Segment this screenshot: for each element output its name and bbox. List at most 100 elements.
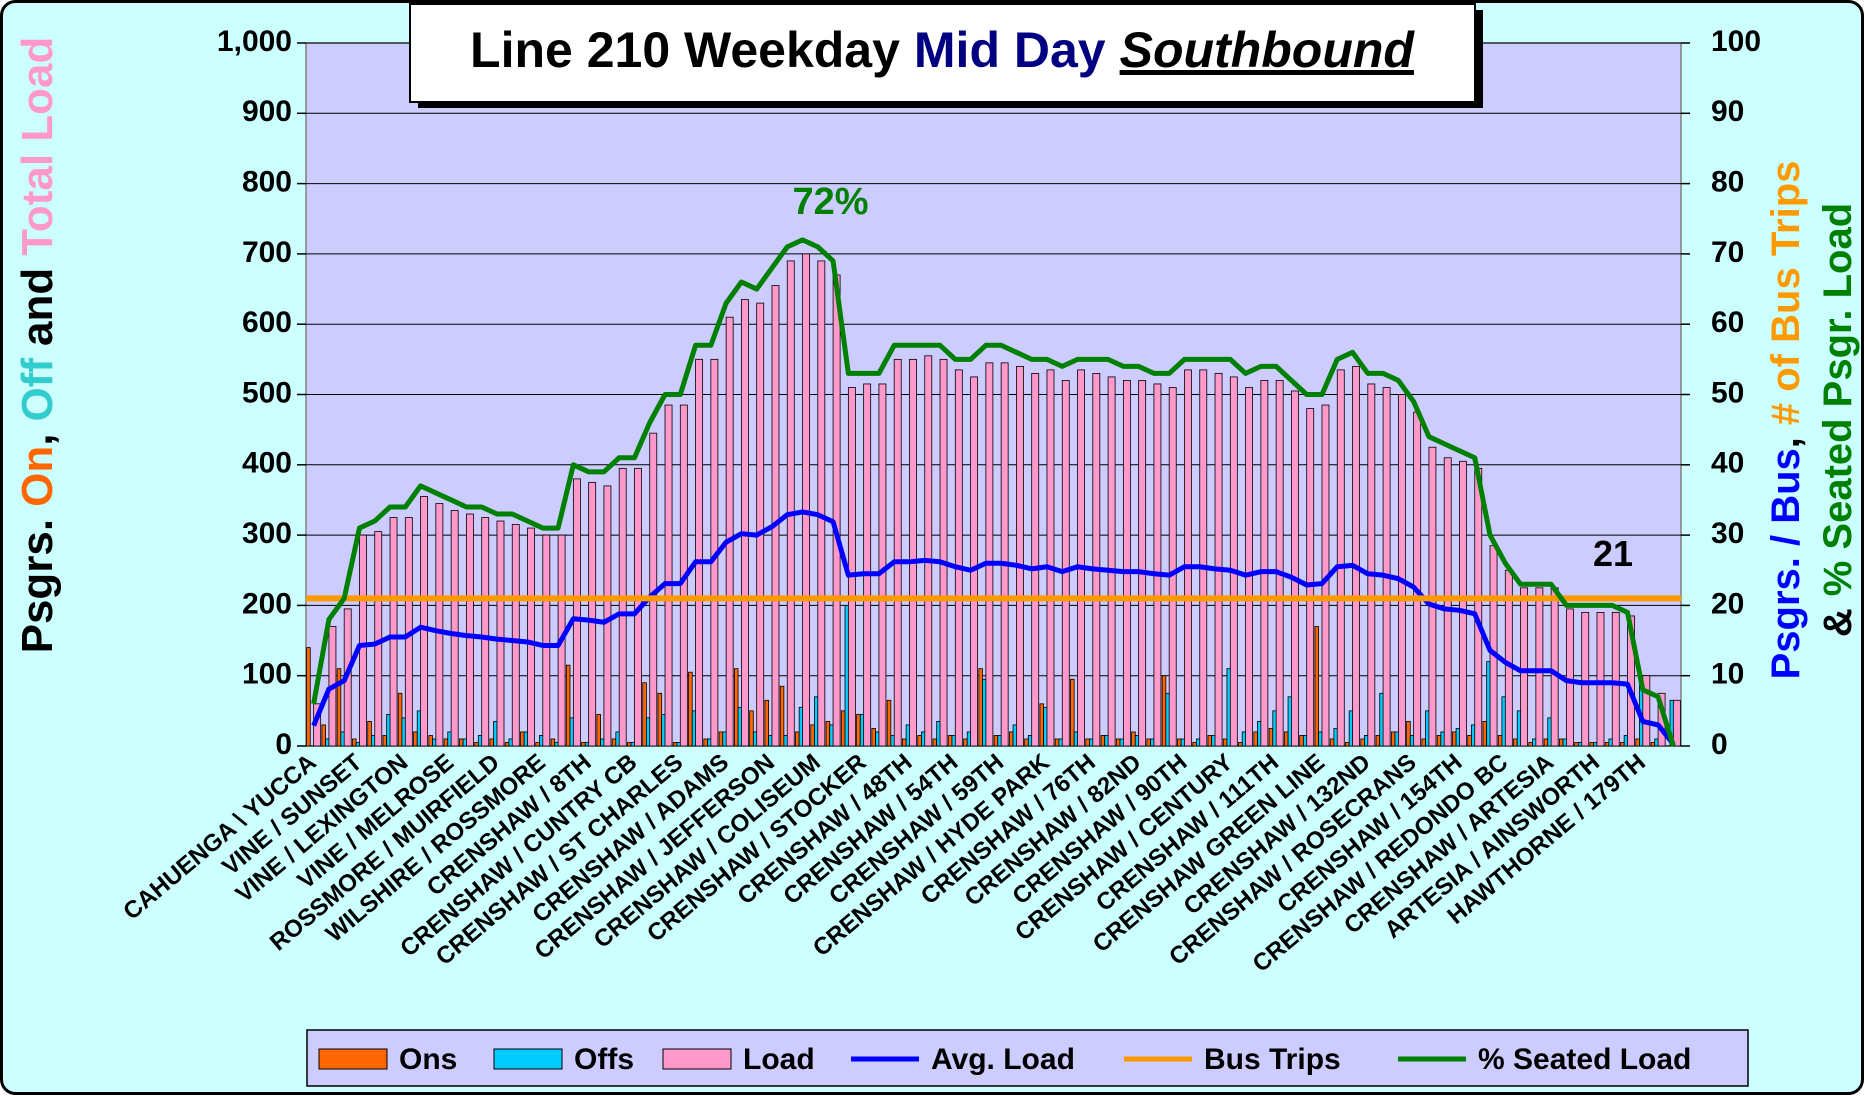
bar (1138, 380, 1147, 747)
y2-tick-label: 60 (1711, 306, 1744, 339)
legend-label: Load (743, 1043, 815, 1076)
legend-label: Offs (574, 1043, 634, 1076)
y2-axis-label: & % Seated Psgr. Load (1816, 203, 1860, 637)
bar (1122, 380, 1131, 747)
bar (603, 485, 612, 747)
bar (596, 713, 601, 747)
y-tick-label: 400 (242, 447, 292, 480)
bar (1306, 408, 1315, 747)
bar (1054, 738, 1060, 747)
bar (1031, 373, 1040, 747)
bar (963, 738, 968, 747)
bar (466, 513, 474, 747)
bar (1520, 587, 1529, 747)
bar (389, 517, 398, 747)
bar (1146, 738, 1151, 747)
bar (336, 668, 342, 747)
bar (1131, 731, 1136, 747)
bar (1452, 731, 1457, 747)
bar (1268, 728, 1274, 747)
data-label: 21 (1593, 533, 1633, 574)
title-part: Southbound (1120, 22, 1416, 78)
bar (978, 668, 983, 747)
bar (1283, 731, 1289, 747)
bar (1024, 738, 1029, 747)
y-tick-label: 300 (242, 517, 292, 550)
bar (581, 742, 586, 747)
legend-swatch (662, 1048, 732, 1070)
bar (413, 731, 418, 747)
bar (688, 671, 693, 747)
y-tick-label: 100 (242, 658, 292, 691)
label-part: Psgrs. (13, 519, 62, 654)
bar (672, 742, 678, 747)
line (311, 509, 1676, 746)
bar (924, 355, 933, 747)
bar (863, 383, 872, 747)
bar (985, 362, 994, 747)
bar (618, 467, 627, 747)
bar (1061, 380, 1070, 747)
label-part: Total Load (13, 37, 62, 256)
bar (756, 302, 765, 747)
bar (1092, 373, 1101, 747)
bar (1459, 460, 1467, 747)
bar (1008, 731, 1014, 747)
y2-tick-label: 40 (1711, 447, 1744, 480)
bar (1672, 699, 1681, 747)
bar (1550, 587, 1559, 747)
bar (1611, 612, 1620, 747)
label-part: and (13, 268, 62, 346)
label-part: # of Bus Trips (1764, 161, 1808, 426)
bar (657, 692, 663, 747)
bar (825, 720, 831, 747)
y2-tick-label: 50 (1711, 376, 1744, 409)
bar (1291, 390, 1299, 747)
bar (1168, 387, 1177, 747)
bar (954, 369, 963, 747)
bar (1046, 369, 1055, 747)
bar (764, 699, 770, 747)
bar (1192, 742, 1197, 747)
bar (1528, 742, 1533, 747)
bar (832, 274, 841, 747)
bar (1406, 720, 1411, 747)
bar (1253, 731, 1258, 747)
bar (932, 738, 938, 747)
bar (1558, 738, 1564, 747)
y2-axis-label: Psgrs. / Bus, # of Bus Trips (1764, 161, 1808, 680)
bar (1390, 731, 1396, 747)
y2-tick-label: 80 (1711, 166, 1744, 199)
bar (504, 742, 510, 747)
bar (627, 742, 632, 747)
bar (420, 496, 429, 747)
data-label: 72% (792, 181, 868, 223)
bar (1153, 383, 1162, 747)
bar (611, 738, 617, 747)
bar (1482, 720, 1488, 747)
bar (1039, 703, 1045, 747)
bar (1382, 387, 1391, 747)
y-tick-label: 700 (242, 236, 292, 269)
y-tick-label: 1,000 (217, 25, 292, 58)
y2-tick-label: 100 (1711, 25, 1761, 58)
bar (795, 731, 800, 747)
bar (695, 358, 704, 747)
bar (856, 713, 861, 747)
bar (802, 253, 810, 747)
bar (474, 742, 479, 747)
bar (1650, 742, 1656, 747)
bar (1352, 365, 1360, 747)
bar (1077, 369, 1085, 747)
label-part: Off (13, 358, 62, 422)
label-part: % Seated Psgr. Load (1816, 203, 1860, 596)
bar (1497, 735, 1503, 747)
bar (1016, 365, 1024, 747)
bar (572, 478, 581, 747)
bar (511, 524, 520, 747)
bar (489, 738, 495, 747)
bar (359, 534, 367, 747)
bar (1620, 742, 1625, 747)
bar (733, 668, 739, 747)
bar (382, 735, 388, 747)
